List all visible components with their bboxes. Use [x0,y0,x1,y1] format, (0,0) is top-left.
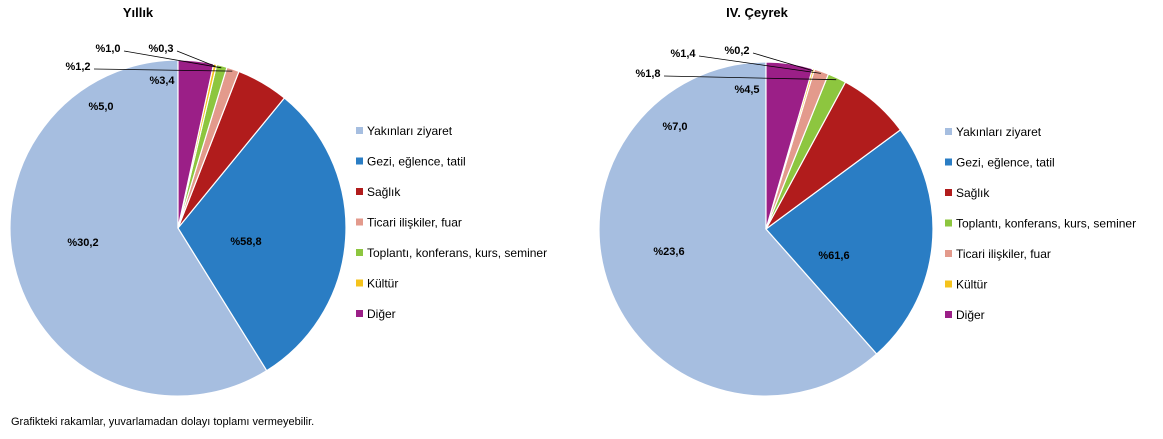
legend-swatch [945,219,952,227]
slice-label: %30,2 [67,237,98,249]
chart-title: Yıllık [123,5,154,20]
legend-label: Ticari ilişkiler, fuar [367,216,462,230]
legend-swatch [945,189,952,196]
legend-swatch [356,127,363,134]
pie-slice [9,59,268,397]
legend-swatch [356,157,363,165]
slice-label: %4,5 [734,84,759,96]
legend-label: Yakınları ziyaret [367,124,453,138]
pie-chart-2: IV. Çeyrek %61,6 %23,6 %7,0 %1,8 %1,4 %0,2 %4,5… [598,5,1136,397]
slice-label: %7,0 [662,121,687,133]
legend-label: Toplantı, konferans, kurs, seminer [956,217,1136,231]
legend: Yakınları ziyaret Gezi, eğlence, tatil Sağ… [356,124,547,321]
legend-swatch [356,249,363,256]
slice-label: %1,4 [670,48,696,60]
leader-line [752,52,814,72]
legend-swatch [945,250,952,257]
legend-label: Kültür [956,278,987,292]
leader-line [176,50,215,67]
pie-slice [765,129,934,355]
legend-label: Ticari ilişkiler, fuar [956,247,1051,261]
slice-label: %0,3 [148,43,173,55]
legend: Yakınları ziyaret Gezi, eğlence, tatil Sağ… [945,125,1136,322]
slice-label: %23,6 [653,246,684,258]
legend-label: Sağlık [956,186,990,200]
pie-slice [598,61,878,397]
leader-line [123,50,222,69]
slice-label: %5,0 [88,101,113,113]
legend-swatch [356,310,363,317]
legend-swatch [945,158,952,166]
pie-chart-1: Yıllık %58,8 %30,2 %5,0 %1,2 %1,0 %0,3 %3,4 Yakı… [9,5,547,397]
slice-label: %3,4 [149,75,175,87]
legend-swatch [356,279,363,287]
leader-line [663,75,837,81]
slice-label: %1,2 [65,61,90,73]
legend-swatch [945,280,952,288]
legend-swatch [945,311,952,318]
slice-label: %1,8 [635,68,660,80]
legend-label: Kültür [367,277,398,291]
slice-label: %0,2 [724,45,749,57]
leader-line [93,68,233,72]
slice-label: %58,8 [230,236,261,248]
legend-label: Toplantı, konferans, kurs, seminer [367,246,547,260]
legend-label: Gezi, eğlence, tatil [956,156,1055,170]
legend-swatch [945,128,952,135]
slice-label: %1,0 [95,43,120,55]
legend-label: Sağlık [367,185,401,199]
leader-line [698,55,821,74]
slice-label: %61,6 [818,250,849,262]
footnote: Grafikteki rakamlar, yuvarlamadan dolayı… [11,416,315,428]
legend-label: Diğer [956,308,985,322]
legend-label: Gezi, eğlence, tatil [367,155,466,169]
pie-slice [177,97,347,372]
legend-label: Diğer [367,307,396,321]
legend-swatch [356,188,363,195]
chart-title: IV. Çeyrek [726,5,788,20]
legend-swatch [356,218,363,226]
legend-label: Yakınları ziyaret [956,125,1042,139]
